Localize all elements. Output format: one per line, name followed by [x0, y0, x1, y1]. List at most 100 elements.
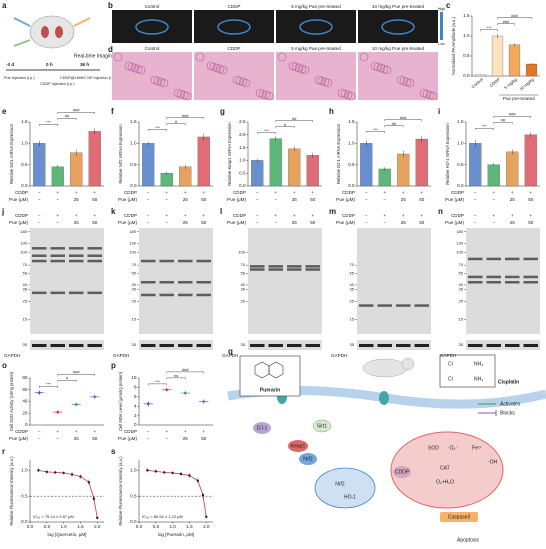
- blot-band: [159, 344, 174, 347]
- marker-label: 70: [23, 262, 28, 267]
- blot-band: [196, 259, 211, 263]
- row-value: 25: [401, 220, 407, 225]
- blot-band: [268, 344, 283, 347]
- image-label: CDDP: [227, 46, 240, 51]
- bar: [360, 143, 373, 187]
- blot-band: [505, 344, 520, 347]
- blot-band: [523, 344, 538, 347]
- gapdh-blot: [248, 340, 322, 350]
- bar: [179, 166, 192, 187]
- dot: [165, 388, 169, 392]
- blot-band: [178, 293, 193, 297]
- nucleus: [314, 467, 376, 509]
- y-tick-label: 1.0: [21, 468, 28, 473]
- pa-signal: [381, 19, 415, 35]
- mouse-head: [401, 357, 415, 371]
- row-value: −: [492, 220, 495, 225]
- sig-label: #: [284, 122, 287, 127]
- row-value: −: [38, 197, 41, 202]
- panel-label: j: [1, 207, 4, 216]
- blot-band: [141, 259, 156, 263]
- marker-label: 40: [459, 282, 464, 287]
- marker-label: 35: [350, 342, 355, 347]
- kidney: [55, 26, 63, 38]
- mouse: [362, 358, 408, 378]
- panel-label: f: [111, 107, 114, 116]
- row-value: +: [383, 213, 386, 218]
- legend-label: Blocks: [500, 410, 515, 416]
- blot-band: [159, 259, 174, 263]
- y-tick-label: 0.0: [21, 519, 28, 524]
- sig-label: ###: [182, 367, 189, 372]
- row-value: +: [93, 213, 96, 218]
- node-label: Apoptosis: [457, 537, 479, 543]
- sig-bracket: [493, 122, 513, 124]
- row-value: −: [365, 190, 368, 195]
- y-tick-label: 0: [25, 422, 28, 427]
- blot-band: [414, 304, 429, 307]
- row-value: −: [256, 213, 259, 218]
- row-value: −: [274, 197, 277, 202]
- tubule: [370, 61, 380, 71]
- control-label: GAPDH: [222, 353, 238, 358]
- atom: NH₃: [474, 376, 483, 382]
- sig-label: ##: [65, 114, 70, 119]
- blot-band: [287, 265, 302, 268]
- row-label: CDDP: [124, 213, 137, 218]
- protein: [393, 466, 411, 478]
- blot: [357, 228, 431, 334]
- sig-bracket: [384, 125, 404, 128]
- sig-bracket: [148, 383, 167, 386]
- row-value: 25: [74, 197, 80, 202]
- sig-bracket: [39, 124, 58, 126]
- y-tick-label: 60: [22, 387, 28, 392]
- point: [163, 471, 166, 474]
- blot-band: [250, 265, 265, 268]
- y-tick-label: 1.0: [130, 141, 137, 146]
- marker-label: 70: [350, 262, 355, 267]
- row-value: +: [93, 429, 96, 434]
- marker-label: 130: [129, 240, 136, 245]
- node-label: O₂+H₂O: [436, 479, 454, 485]
- row-value: −: [38, 436, 41, 441]
- sig-bracket: [39, 386, 58, 388]
- colorbar: [440, 12, 443, 40]
- row-value: +: [202, 190, 205, 195]
- bar: [142, 143, 155, 187]
- bar: [487, 164, 500, 187]
- point: [96, 516, 99, 520]
- y-tick-label: 20: [22, 410, 28, 415]
- y-tick-label: 0.0: [130, 183, 137, 188]
- panel-label: a: [2, 1, 7, 10]
- panel-label: q: [228, 347, 233, 356]
- sig-label: ns: [174, 373, 178, 378]
- row-label: CDDP: [342, 190, 355, 195]
- imaging-label: Real-time Imaging: [74, 53, 115, 59]
- marker-label: 70: [459, 262, 464, 267]
- row-label: CDDP: [124, 190, 137, 195]
- histology-image: [112, 52, 192, 100]
- annotation: IC₅₀ = 80.52 ± 1.22 μM: [142, 514, 183, 519]
- row-value: 50: [92, 220, 98, 225]
- y-tick-label: 6: [134, 394, 137, 399]
- x-tick-label: Control: [470, 77, 484, 90]
- row-value: 50: [201, 197, 207, 202]
- node-label: Nrf2: [335, 481, 345, 487]
- protein: [299, 453, 317, 465]
- y-axis-label: Relative DJ-1 mRNA Expression: [336, 123, 341, 184]
- gapdh-blot: [357, 340, 431, 350]
- blot-band: [468, 257, 483, 261]
- drug-label: Cisplatin: [498, 379, 519, 385]
- tubule: [124, 61, 134, 71]
- blot-band: [196, 344, 211, 347]
- histology-image: [358, 52, 438, 100]
- panel-label: b: [108, 1, 113, 10]
- row-value: +: [383, 190, 386, 195]
- marker-label: 25: [132, 299, 137, 304]
- caspase-box: [440, 512, 478, 522]
- bar: [88, 131, 101, 187]
- blot-band: [69, 254, 84, 257]
- marker-label: 35: [241, 342, 246, 347]
- blot-band: [141, 281, 156, 284]
- marker-label: 130: [456, 240, 463, 245]
